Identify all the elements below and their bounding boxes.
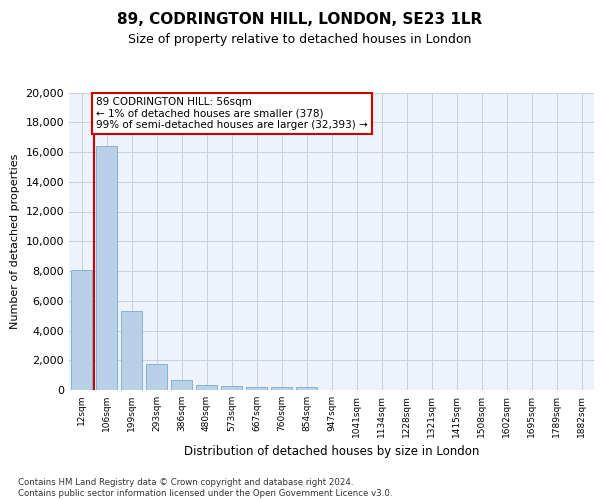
X-axis label: Distribution of detached houses by size in London: Distribution of detached houses by size … (184, 446, 479, 458)
Bar (271, 387, 292, 390)
Bar (246, 386, 267, 390)
Text: 89, CODRINGTON HILL, LONDON, SE23 1LR: 89, CODRINGTON HILL, LONDON, SE23 1LR (118, 12, 482, 28)
Text: 89 CODRINGTON HILL: 56sqm
← 1% of detached houses are smaller (378)
99% of semi-: 89 CODRINGTON HILL: 56sqm ← 1% of detach… (97, 97, 368, 130)
Bar (96, 146, 117, 390)
Bar (171, 380, 192, 390)
Y-axis label: Number of detached properties: Number of detached properties (10, 154, 20, 329)
Text: Size of property relative to detached houses in London: Size of property relative to detached ho… (128, 32, 472, 46)
Bar (71, 270, 92, 390)
Bar (221, 386, 242, 390)
Bar (146, 364, 167, 390)
Bar (296, 388, 317, 390)
Bar (121, 311, 142, 390)
Bar (196, 385, 217, 390)
Text: Contains HM Land Registry data © Crown copyright and database right 2024.
Contai: Contains HM Land Registry data © Crown c… (18, 478, 392, 498)
